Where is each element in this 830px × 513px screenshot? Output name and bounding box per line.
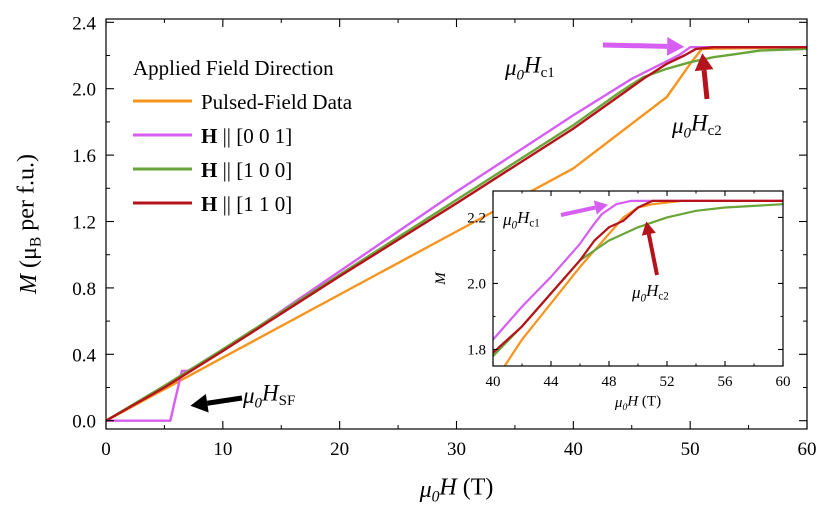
main-ytick-label-3: 1.2 xyxy=(72,213,96,234)
inset-ytick-label-2: 2.2 xyxy=(467,210,486,226)
inset-xtick-label-1: 44 xyxy=(544,374,560,390)
inset-xtick-label-4: 56 xyxy=(718,374,734,390)
annotation-hc1: μ0Hc1 xyxy=(504,53,555,84)
inset-arrow-hc2-shaft xyxy=(646,233,659,276)
annotation-hc2: μ0Hc2 xyxy=(671,111,722,142)
arrow-hc2-shaft xyxy=(701,69,710,100)
inset-series-line-0 xyxy=(503,199,783,366)
inset-annotations: μ0Hc1 μ0Hc2 xyxy=(502,200,669,304)
main-xtick-label-3: 30 xyxy=(447,439,466,460)
main-ytick-label-6: 2.4 xyxy=(72,13,96,34)
inset-xtick-label-3: 52 xyxy=(660,374,675,390)
inset-y-axis-title: M xyxy=(433,271,449,286)
annotation-hsf: μ0HSF xyxy=(242,381,295,412)
main-xtick-label-5: 50 xyxy=(681,439,700,460)
inset-series-group xyxy=(493,199,783,366)
inset-xtick-label-5: 60 xyxy=(776,374,791,390)
arrow-hc2-head xyxy=(694,53,714,72)
arrow-hc1-head xyxy=(666,37,685,56)
main-plot: 0 10 20 30 40 50 60 0.0 0.4 0.8 1.2 1.6 2.0 2.4 μ0H (T… xyxy=(13,13,816,505)
inset-arrow-hc2-head xyxy=(641,221,656,236)
legend-entry-2: H || [1 0 0] xyxy=(201,158,292,182)
main-ytick-label-4: 1.6 xyxy=(72,146,96,167)
main-xtick-label-2: 20 xyxy=(330,439,349,460)
main-xtick-label-0: 0 xyxy=(101,439,111,460)
main-xtick-label-1: 10 xyxy=(213,439,232,460)
main-ytick-label-5: 2.0 xyxy=(72,80,96,101)
arrow-hc1-shaft xyxy=(602,42,668,49)
main-annotations: μ0Hc1 μ0Hc2 μ0HSF xyxy=(190,37,722,413)
main-ytick-label-1: 0.4 xyxy=(72,345,96,366)
legend-entry-3: H || [1 1 0] xyxy=(201,192,292,216)
legend-entry-1: H || [0 0 1] xyxy=(201,124,292,148)
main-series-line-3 xyxy=(106,46,807,422)
inset-series-line-1 xyxy=(493,199,783,341)
inset-ytick-label-0: 1.8 xyxy=(467,342,486,358)
inset-series-line-3 xyxy=(493,199,783,354)
main-y-axis-title: M (μB per f.u.) xyxy=(13,154,44,295)
legend-entry-0: Pulsed-Field Data xyxy=(201,90,353,114)
inset-xtick-label-2: 48 xyxy=(602,374,617,390)
main-series-line-2 xyxy=(106,47,807,422)
inset-annotation-hc1: μ0Hc1 xyxy=(502,208,540,231)
arrow-hsf-shaft xyxy=(206,395,243,406)
inset-annotation-hc2: μ0Hc2 xyxy=(631,281,669,304)
legend: Applied Field Direction Pulsed-Field Data… xyxy=(133,56,353,216)
main-x-axis-title: μ0H (T) xyxy=(419,474,494,505)
main-xtick-label-4: 40 xyxy=(564,439,583,460)
inset-arrow-hc1-shaft xyxy=(560,205,596,217)
inset-xtick-label-0: 40 xyxy=(486,374,501,390)
arrow-hsf-head xyxy=(190,394,209,413)
main-xtick-label-6: 60 xyxy=(798,439,817,460)
main-ytick-label-0: 0.0 xyxy=(72,412,96,433)
inset-x-axis-title: μ0H (T) xyxy=(614,393,661,413)
legend-title: Applied Field Direction xyxy=(133,56,334,80)
inset-ytick-label-1: 2.0 xyxy=(467,276,486,292)
inset-arrow-hc1-head xyxy=(593,200,608,215)
main-ytick-label-2: 0.8 xyxy=(72,279,96,300)
